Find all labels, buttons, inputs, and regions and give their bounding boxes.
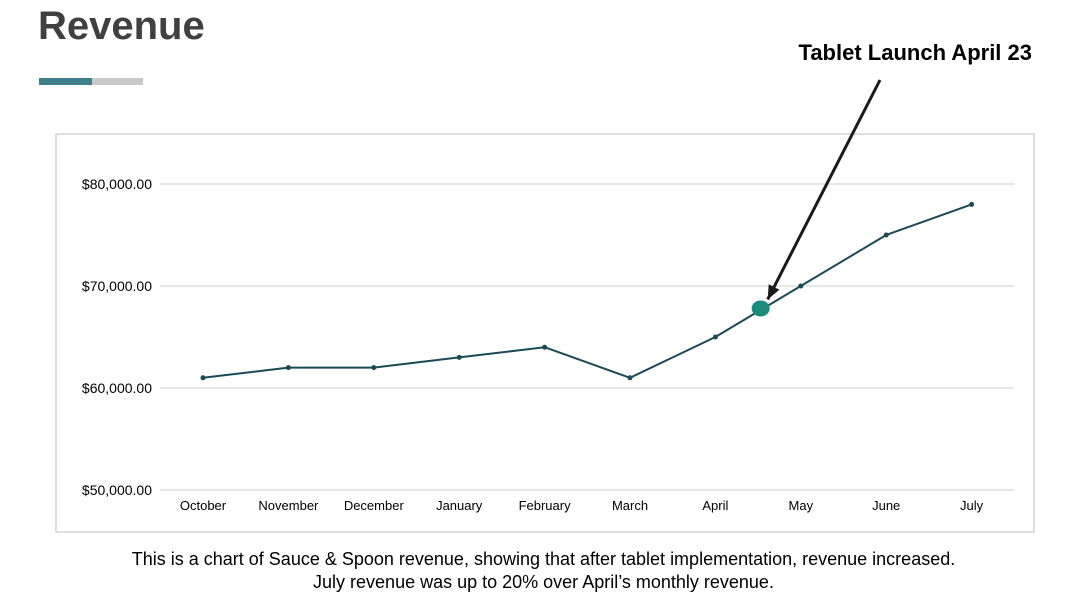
callout-arrow-line — [766, 79, 882, 301]
tablet-launch-annotation — [751, 79, 882, 317]
data-point — [798, 283, 804, 289]
grid-lines — [160, 183, 1014, 491]
data-point — [542, 344, 548, 350]
data-point — [627, 375, 633, 381]
data-point — [883, 232, 889, 238]
chart-frame — [55, 133, 1035, 533]
revenue-series — [200, 201, 975, 381]
title-accent-bar — [39, 78, 92, 85]
x-tick-label: July — [960, 498, 984, 513]
x-tick-label: January — [436, 498, 483, 513]
y-tick-label: $60,000.00 — [82, 380, 152, 396]
caption-line-1: This is a chart of Sauce & Spoon revenue… — [131, 549, 956, 569]
x-tick-label: February — [519, 498, 572, 513]
tablet-launch-callout: Tablet Launch April 23 — [798, 40, 1032, 65]
data-point — [969, 201, 975, 207]
launch-marker — [751, 300, 770, 317]
x-tick-label: November — [258, 498, 319, 513]
x-tick-label: October — [180, 498, 227, 513]
data-point — [200, 375, 206, 381]
x-tick-label: May — [789, 498, 814, 513]
callout-arrow-head — [767, 284, 780, 300]
x-tick-label: December — [344, 498, 405, 513]
title-accent-bar-track — [92, 78, 143, 85]
chart-caption: This is a chart of Sauce & Spoon revenue… — [0, 548, 1087, 594]
data-point — [371, 365, 377, 371]
caption-line-2: July revenue was up to 20% over April’s … — [313, 572, 774, 592]
data-point — [285, 365, 291, 371]
x-axis-tick-labels: October November December January February Ma… — [180, 498, 984, 513]
y-tick-label: $50,000.00 — [82, 482, 152, 498]
page-title: Revenue — [38, 4, 205, 48]
x-tick-label: March — [612, 498, 648, 513]
y-axis-tick-labels: $50,000.00 $60,000.00 $70,000.00 $80,000.00 — [82, 176, 152, 498]
x-tick-label: June — [872, 498, 900, 513]
series-line — [202, 203, 972, 379]
data-point — [456, 354, 462, 360]
y-tick-label: $70,000.00 — [82, 278, 152, 294]
x-tick-label: April — [702, 498, 728, 513]
data-point — [712, 334, 718, 340]
y-tick-label: $80,000.00 — [82, 176, 152, 192]
